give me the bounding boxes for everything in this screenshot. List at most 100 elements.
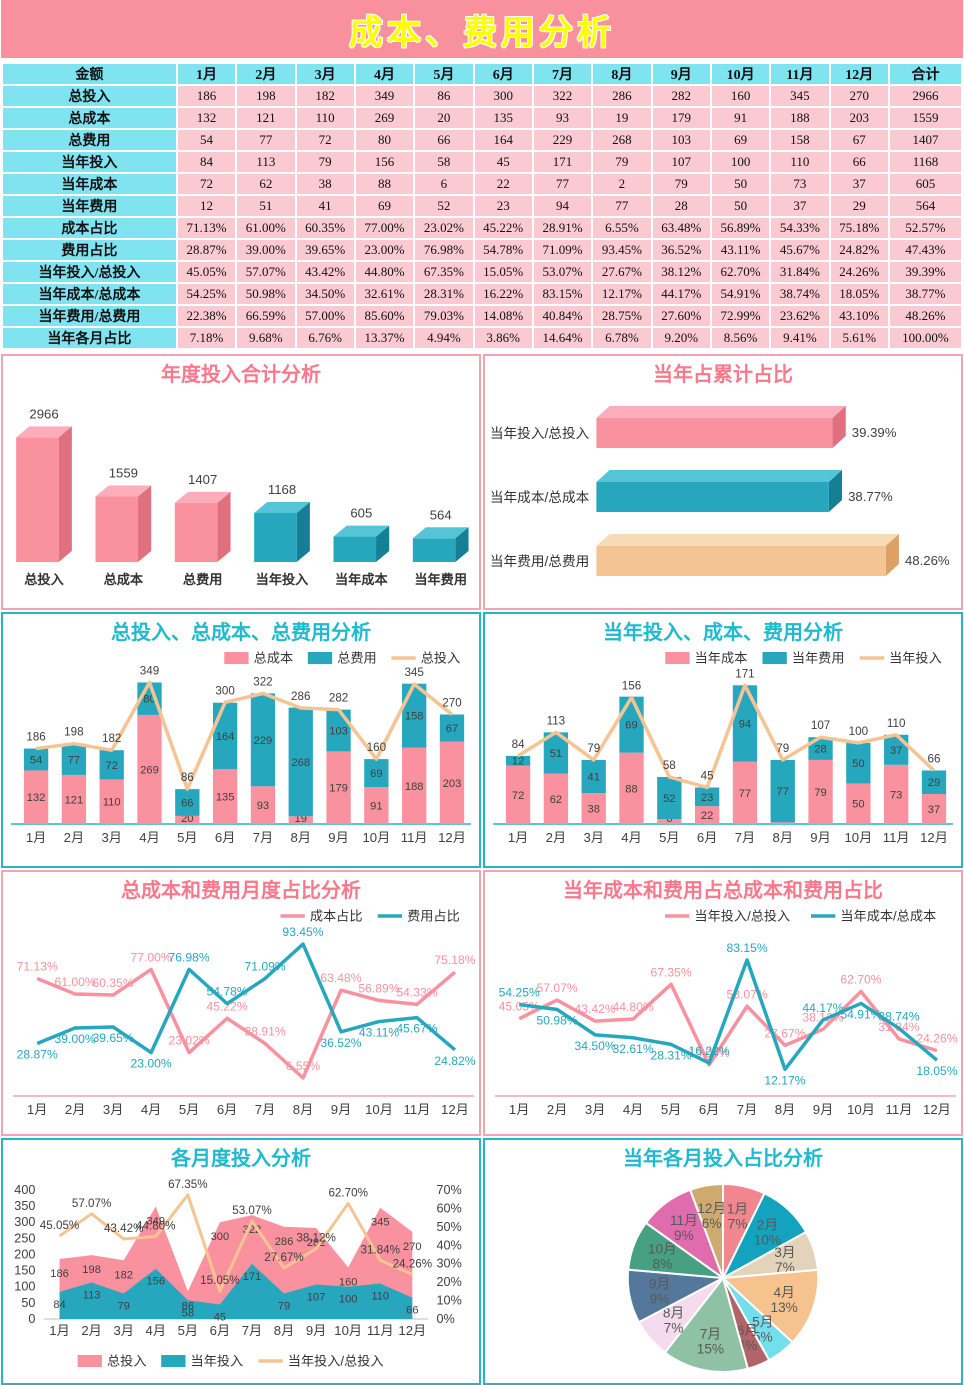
table-header-cell[interactable]: 1月 [175,62,238,86]
table-cell[interactable]: 39.65% [294,238,356,262]
table-cell[interactable]: 50.98% [235,282,297,306]
table-header-cell[interactable]: 12月 [828,62,890,86]
table-cell[interactable]: 132 [175,106,238,130]
table-cell[interactable]: 286 [591,84,653,108]
table-cell[interactable]: 164 [472,128,534,152]
table-cell[interactable]: 282 [650,84,712,108]
table-cell[interactable]: 34.50% [294,282,356,306]
table-cell[interactable]: 51 [235,194,297,218]
table-cell[interactable]: 63.48% [650,216,712,240]
table-cell[interactable]: 13.37% [353,326,416,350]
table-cell[interactable]: 38.12% [650,260,712,284]
table-cell[interactable]: 229 [531,128,594,152]
chart-panel-total-monthly[interactable]: 总投入、总成本、总费用分析 总成本 总费用 总投入 132 54 1月 121 77 2月 110… [1,612,481,868]
table-cell[interactable]: 50 [709,194,772,218]
row-label-cell[interactable]: 成本占比 [1,216,178,240]
table-cell[interactable]: 54.91% [709,282,772,306]
table-cell[interactable]: 28.31% [413,282,475,306]
table-cell[interactable]: 198 [235,84,297,108]
table-cell[interactable]: 28.75% [591,304,653,328]
row-label-cell[interactable]: 当年投入 [1,150,178,174]
table-cell[interactable]: 54.78% [472,238,534,262]
table-cell[interactable]: 345 [769,84,831,108]
table-cell[interactable]: 75.18% [828,216,890,240]
table-cell[interactable]: 54 [175,128,238,152]
table-cell[interactable]: 50 [709,172,772,196]
table-cell[interactable]: 9.20% [650,326,712,350]
table-cell[interactable]: 38.74% [769,282,831,306]
table-cell[interactable]: 44.17% [650,282,712,306]
table-cell[interactable]: 103 [650,128,712,152]
table-cell[interactable]: 28.87% [175,238,238,262]
table-cell[interactable]: 52.57% [887,216,964,240]
table-header-cell[interactable]: 9月 [650,62,712,86]
table-cell[interactable]: 23 [472,194,534,218]
table-cell[interactable]: 44.80% [353,260,416,284]
table-cell[interactable]: 186 [175,84,238,108]
table-cell[interactable]: 23.00% [353,238,416,262]
table-cell[interactable]: 100.00% [887,326,964,350]
table-cell[interactable]: 32.61% [353,282,416,306]
table-cell[interactable]: 269 [353,106,416,130]
table-cell[interactable]: 37 [769,194,831,218]
table-header-cell[interactable]: 合计 [887,62,964,86]
table-cell[interactable]: 62 [235,172,297,196]
table-cell[interactable]: 27.67% [591,260,653,284]
chart-panel-monthly-investment[interactable]: 各月度投入分析 400 350 300 250 200 150 100 50 0 70% 60% 50… [1,1138,481,1385]
table-cell[interactable]: 93.45% [591,238,653,262]
table-cell[interactable]: 9.68% [235,326,297,350]
table-cell[interactable]: 3.86% [472,326,534,350]
table-cell[interactable]: 37 [828,172,890,196]
chart-panel-current-monthly[interactable]: 当年投入、成本、费用分析 当年成本 当年费用 当年投入 72 12 1月 62 51 2月 38 4… [483,612,963,868]
table-cell[interactable]: 54.33% [769,216,831,240]
table-cell[interactable]: 72 [175,172,238,196]
table-cell[interactable]: 39.39% [887,260,964,284]
table-header-cell[interactable]: 4月 [353,62,416,86]
table-cell[interactable]: 79 [591,150,653,174]
table-cell[interactable]: 1407 [887,128,964,152]
table-cell[interactable]: 6 [413,172,475,196]
table-cell[interactable]: 4.94% [413,326,475,350]
table-cell[interactable]: 322 [531,84,594,108]
table-cell[interactable]: 23.02% [413,216,475,240]
table-cell[interactable]: 121 [235,106,297,130]
table-cell[interactable]: 53.07% [531,260,594,284]
table-cell[interactable]: 45 [472,150,534,174]
table-header-cell[interactable]: 8月 [591,62,653,86]
table-cell[interactable]: 22.38% [175,304,238,328]
table-cell[interactable]: 113 [235,150,297,174]
table-cell[interactable]: 72.99% [709,304,772,328]
table-cell[interactable]: 12.17% [591,282,653,306]
row-label-cell[interactable]: 当年成本/总成本 [1,282,178,306]
table-cell[interactable]: 14.64% [531,326,594,350]
table-cell[interactable]: 71.09% [531,238,594,262]
table-cell[interactable]: 69 [709,128,772,152]
table-cell[interactable]: 107 [650,150,712,174]
table-cell[interactable]: 45.05% [175,260,238,284]
table-cell[interactable]: 39.00% [235,238,297,262]
table-cell[interactable]: 203 [828,106,890,130]
table-cell[interactable]: 69 [353,194,416,218]
table-header-cell[interactable]: 10月 [709,62,772,86]
table-cell[interactable]: 5.61% [828,326,890,350]
table-cell[interactable]: 79.03% [413,304,475,328]
table-header-cell[interactable]: 6月 [472,62,534,86]
table-cell[interactable]: 31.84% [769,260,831,284]
table-cell[interactable]: 179 [650,106,712,130]
table-cell[interactable]: 47.43% [887,238,964,262]
row-label-cell[interactable]: 当年各月占比 [1,326,178,350]
table-cell[interactable]: 349 [353,84,416,108]
table-cell[interactable]: 605 [887,172,964,196]
table-cell[interactable]: 43.42% [294,260,356,284]
table-cell[interactable]: 60.35% [294,216,356,240]
table-header-cell[interactable]: 金额 [1,62,178,86]
table-cell[interactable]: 45.67% [769,238,831,262]
table-cell[interactable]: 20 [413,106,475,130]
table-cell[interactable]: 77 [591,194,653,218]
row-label-cell[interactable]: 当年费用 [1,194,178,218]
table-cell[interactable]: 19 [591,106,653,130]
table-cell[interactable]: 6.55% [591,216,653,240]
row-label-cell[interactable]: 总投入 [1,84,178,108]
table-cell[interactable]: 77.00% [353,216,416,240]
table-cell[interactable]: 156 [353,150,416,174]
